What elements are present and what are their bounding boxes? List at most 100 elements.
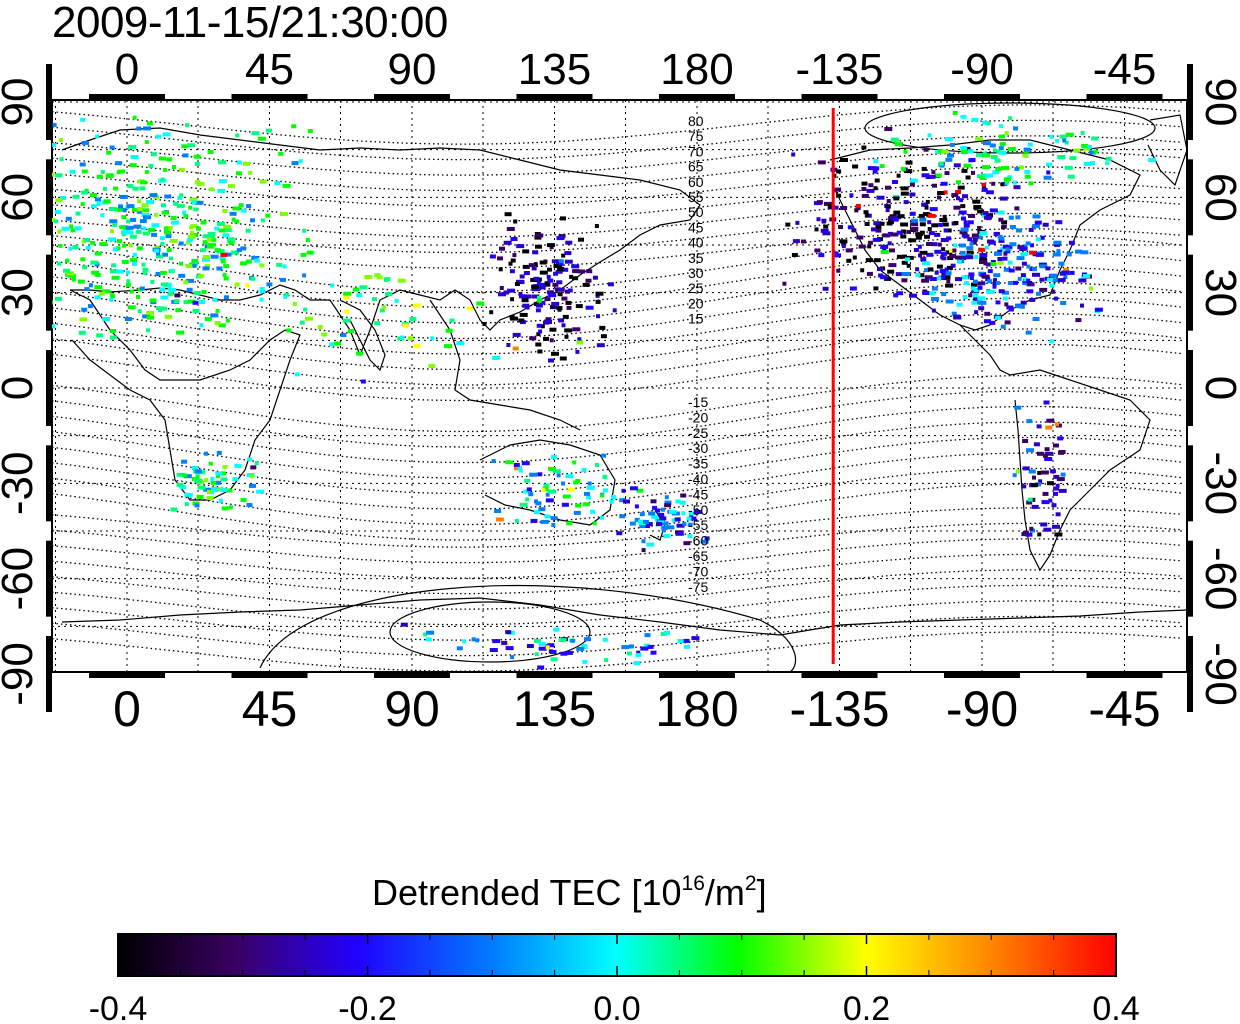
colorbar-title-text: Detrended TEC [10 [372,872,682,913]
tec-sample [186,278,194,283]
tec-sample [995,167,1002,171]
tec-sample [918,273,925,278]
tec-sample [251,131,260,136]
tec-sample [958,210,967,215]
tec-sample [249,474,254,479]
tec-sample [958,243,966,248]
tec-sample [189,197,198,202]
tec-sample [186,264,193,269]
tec-sample [543,336,549,341]
tec-sample [161,282,168,287]
tec-sample [905,257,911,262]
tec-sample [960,150,968,155]
tec-sample [1021,261,1027,266]
tec-sample [838,225,843,229]
tec-sample [181,459,188,464]
tec-sample [867,244,872,249]
tec-sample [124,317,132,321]
tec-sample [1009,242,1017,247]
tec-sample [54,210,61,215]
tec-sample [286,328,292,333]
tec-sample [519,312,528,317]
tec-sample [74,226,82,231]
tec-sample [1022,439,1029,443]
contour-label: -40 [688,471,708,487]
top-lon-tick-label: -135 [795,45,883,94]
tec-sample [937,191,946,195]
tec-sample [201,290,207,294]
tec-sample [1045,451,1054,456]
tec-sample [102,317,111,321]
tec-sample [979,256,987,261]
tec-sample [535,233,544,238]
tec-sample [904,169,913,174]
tec-sample [110,329,116,333]
tec-sample [1015,469,1020,474]
tec-sample [187,492,193,497]
tec-sample [220,488,228,493]
tec-sample [214,321,221,325]
left-lat-tick-label: -30 [0,452,42,516]
tec-sample [550,649,557,654]
tec-sample [177,195,183,200]
tec-sample [683,541,691,546]
tec-sample [1023,277,1028,282]
tec-sample [1058,450,1066,454]
tec-sample [873,286,879,291]
tec-sample [529,336,537,341]
tec-sample [1032,272,1040,277]
colorbar-tick-label: 0.2 [843,990,890,1024]
tec-sample [983,319,991,324]
tec-sample [856,235,864,240]
left-axis-bar [46,159,52,236]
tec-sample [682,521,687,526]
tec-sample [973,297,979,302]
tec-sample [919,222,926,227]
tec-sample [872,237,881,242]
tec-sample [1054,242,1060,247]
tec-sample [999,196,1008,201]
contour-label: 40 [688,235,704,251]
tec-sample [909,293,917,298]
tec-sample [974,254,979,259]
tec-sample [347,329,354,334]
tec-sample [621,645,630,650]
tec-sample [178,167,185,172]
tec-sample [791,253,798,257]
tec-sample [63,268,71,273]
tec-sample [119,194,128,199]
tec-sample [1055,512,1061,517]
tec-sample [534,235,542,240]
tec-sample [990,262,997,266]
left-axis-bar [46,636,52,712]
tec-sample [400,335,404,340]
tec-sample [240,208,247,213]
tec-sample [873,186,878,191]
tec-sample [291,124,297,129]
tec-sample [129,234,137,239]
tec-sample [160,177,165,182]
tec-sample [126,270,130,275]
tec-sample [664,500,672,505]
tec-sample [456,646,463,651]
contour-label: -70 [688,563,708,579]
tec-sample [947,153,954,158]
tec-sample [207,231,216,236]
tec-sample [1025,241,1031,246]
tec-sample [561,253,566,258]
tec-sample [519,294,527,299]
contour-label: 50 [688,204,704,220]
tec-sample [1063,267,1070,272]
tec-sample [218,179,227,184]
left-lat-tick-label: 30 [0,268,42,317]
tec-sample [945,299,954,304]
tec-sample [575,479,581,483]
tec-sample [231,250,239,255]
tec-sample [506,343,511,347]
tec-sample [1055,422,1059,427]
tec-sample [90,204,97,209]
tec-sample [801,239,806,244]
tec-sample [944,267,949,272]
tec-sample [164,230,171,235]
tec-sample [927,133,932,138]
